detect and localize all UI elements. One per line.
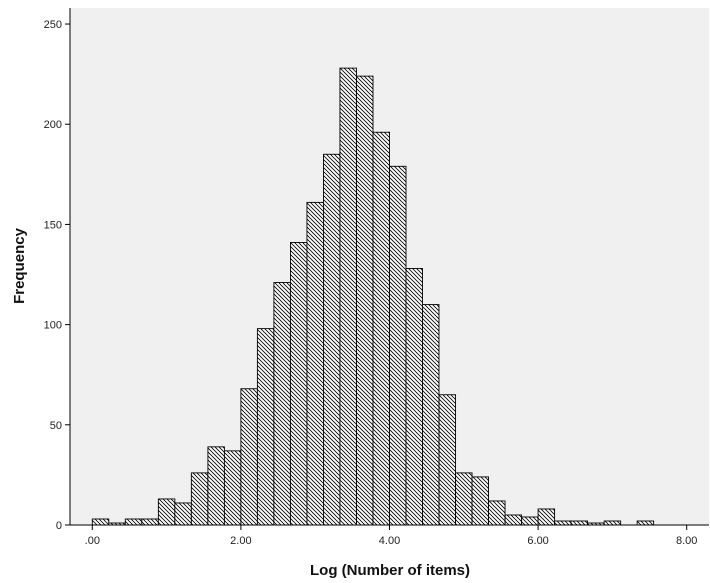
y-axis-title: Frequency bbox=[11, 227, 28, 304]
y-tick-label: 50 bbox=[50, 420, 62, 432]
histogram-bar bbox=[223, 450, 242, 526]
y-tick-label: 150 bbox=[44, 219, 62, 231]
histogram-bar bbox=[124, 518, 143, 526]
y-axis-ticks: 0 50 100 150 200 250 bbox=[44, 19, 70, 532]
histogram-bar bbox=[141, 518, 159, 526]
y-tick-label: 250 bbox=[44, 19, 62, 31]
histogram-bar bbox=[240, 388, 258, 526]
bars-group bbox=[91, 67, 655, 526]
histogram-bar bbox=[405, 268, 423, 526]
histogram-bar bbox=[521, 516, 539, 526]
histogram-bar bbox=[389, 165, 407, 526]
histogram-bar bbox=[273, 282, 291, 526]
histogram-bar bbox=[207, 446, 225, 526]
histogram-bar bbox=[455, 472, 473, 526]
x-axis-ticks: .00 2.00 4.00 6.00 8.00 bbox=[85, 525, 697, 547]
histogram-bar bbox=[636, 520, 655, 526]
x-tick-label: 6.00 bbox=[527, 535, 548, 547]
histogram-bar bbox=[422, 304, 440, 526]
histogram-bar bbox=[290, 241, 308, 526]
histogram-bar bbox=[570, 520, 589, 526]
histogram-bar bbox=[537, 508, 556, 526]
histogram-bar bbox=[157, 498, 176, 526]
histogram-bar bbox=[339, 67, 357, 526]
y-tick-label: 0 bbox=[56, 520, 62, 532]
x-tick-label: .00 bbox=[85, 535, 100, 547]
histogram-bar bbox=[603, 520, 622, 526]
x-axis-title: Log (Number of items) bbox=[310, 562, 470, 579]
histogram-bar bbox=[323, 153, 341, 526]
histogram-bar bbox=[554, 520, 572, 526]
histogram-bar bbox=[256, 328, 275, 526]
histogram-bar bbox=[91, 518, 110, 526]
histogram-bar bbox=[504, 514, 523, 526]
histogram-bar bbox=[471, 476, 489, 526]
histogram-bar bbox=[438, 394, 457, 526]
y-tick-label: 100 bbox=[44, 320, 62, 332]
x-tick-label: 2.00 bbox=[230, 535, 251, 547]
x-tick-label: 8.00 bbox=[676, 535, 697, 547]
histogram-bar bbox=[356, 75, 374, 526]
histogram-bar bbox=[488, 500, 506, 526]
histogram-bar bbox=[306, 201, 324, 526]
histogram-bar bbox=[372, 131, 390, 526]
histogram-bar bbox=[190, 472, 209, 526]
histogram-bar bbox=[174, 502, 192, 526]
x-tick-label: 4.00 bbox=[379, 535, 400, 547]
y-tick-label: 200 bbox=[44, 119, 62, 131]
